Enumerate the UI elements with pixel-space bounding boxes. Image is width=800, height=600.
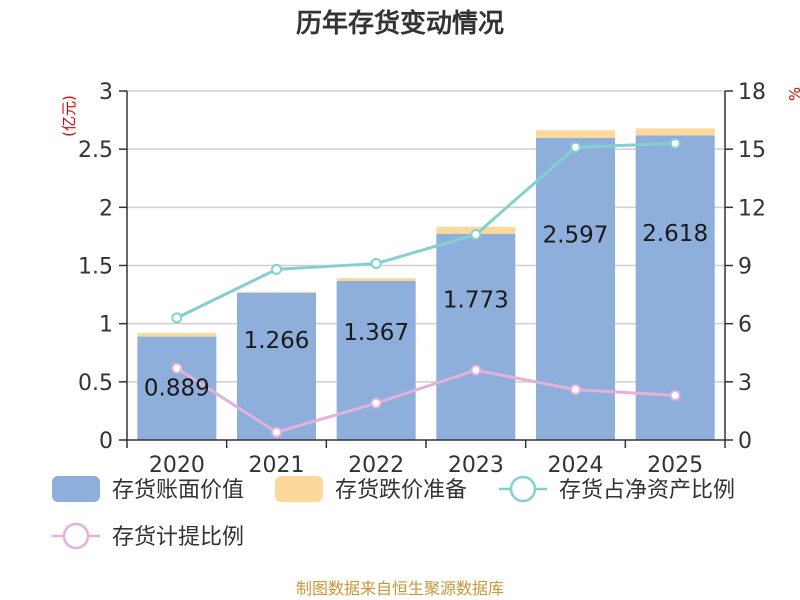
right-axis-unit: % [786, 87, 800, 101]
left-tick-label: 0.5 [78, 371, 113, 396]
legend-swatch-provision [275, 476, 323, 502]
right-tick-label: 12 [738, 196, 766, 221]
axes [119, 90, 733, 448]
legend-label-provision-ratio: 存货计提比例 [112, 525, 244, 550]
bar-provision [137, 333, 217, 337]
right-tick-label: 9 [738, 255, 752, 280]
x-tick-label: 2025 [647, 453, 703, 478]
tick-labels: 0 0.5 1 1.5 2 2.5 3 0 3 6 9 12 15 18 2020 2021 2022 2023 2… [78, 80, 766, 478]
left-tick-label: 2.5 [78, 138, 113, 163]
x-tick-label: 2022 [348, 453, 404, 478]
point-provision-ratio [271, 426, 282, 438]
right-tick-label: 6 [738, 313, 752, 338]
left-tick-label: 1.5 [78, 255, 113, 280]
right-tick-label: 18 [738, 80, 766, 105]
bar-book-value [237, 292, 316, 440]
point-provision-ratio [171, 362, 183, 374]
point-inventory-ratio [171, 312, 183, 324]
point-inventory-ratio [470, 228, 482, 240]
bar-provision [536, 130, 615, 138]
bar-data-label: 1.266 [244, 328, 310, 354]
left-tick-label: 2 [99, 196, 113, 221]
point-inventory-ratio [669, 137, 681, 149]
legend-marker-inventory-ratio [509, 475, 537, 503]
point-inventory-ratio [271, 263, 282, 275]
point-inventory-ratio [570, 141, 581, 153]
line-inventory-ratio [176, 141, 676, 320]
x-tick-label: 2020 [149, 453, 205, 478]
source-note: 制图数据来自恒生聚源数据库 [296, 579, 504, 598]
point-provision-ratio [669, 389, 681, 401]
left-tick-label: 1 [99, 313, 113, 338]
bar-book-value [635, 135, 715, 440]
left-tick-label: 0 [99, 429, 113, 454]
x-tick-label: 2021 [249, 453, 305, 478]
bar-provision [635, 128, 715, 136]
bar-data-labels: 0.889 1.266 1.367 1.773 2.597 2.618 [144, 221, 708, 402]
right-tick-label: 3 [738, 371, 752, 396]
x-tick-label: 2023 [448, 453, 504, 478]
point-provision-ratio [570, 384, 581, 396]
legend-label-inventory-ratio: 存货占净资产比例 [559, 478, 735, 503]
legend-label-provision: 存货跌价准备 [335, 478, 467, 503]
legend-swatch-book-value [52, 476, 100, 502]
x-tick-label: 2024 [548, 453, 604, 478]
left-tick-label: 3 [99, 80, 113, 105]
legend-marker-provision-ratio [62, 522, 90, 550]
line-provision-ratio [176, 366, 676, 434]
bar-provision [336, 278, 416, 281]
bar-data-label: 1.367 [343, 320, 409, 346]
legend-label-book-value: 存货账面价值 [112, 478, 244, 503]
bar-data-label: 1.773 [443, 288, 509, 314]
bar-data-label: 0.889 [144, 376, 210, 402]
point-inventory-ratio [370, 258, 382, 270]
bar-book-value [336, 280, 416, 440]
series-lines [171, 137, 681, 438]
chart-title: 历年存货变动情况 [296, 8, 504, 39]
gridlines [127, 90, 725, 383]
point-provision-ratio [470, 364, 482, 376]
point-provision-ratio [370, 397, 382, 409]
left-axis-unit: (亿元) [60, 95, 78, 137]
bar-data-label: 2.618 [642, 221, 708, 247]
bar-book-value [436, 233, 516, 440]
bar-data-label: 2.597 [543, 223, 609, 249]
bar-book-value [137, 336, 217, 440]
right-tick-label: 0 [738, 429, 752, 454]
bar-provision [237, 291, 316, 293]
right-tick-label: 15 [738, 138, 766, 163]
